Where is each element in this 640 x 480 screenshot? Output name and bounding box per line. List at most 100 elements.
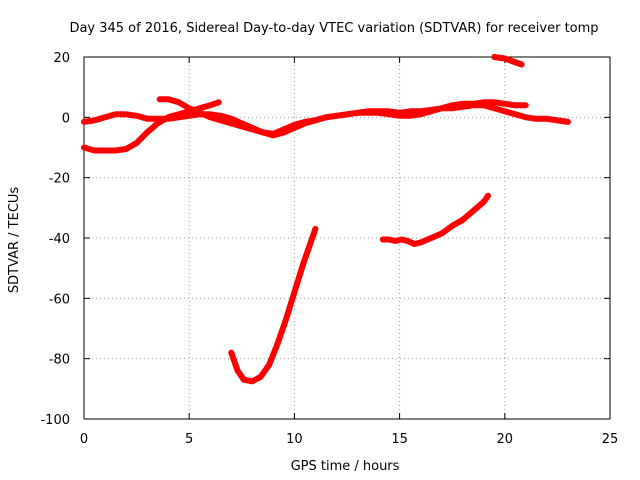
data-point — [270, 132, 276, 139]
y-tick-label: -80 — [49, 353, 70, 368]
data-point — [300, 262, 306, 268]
series-line-arc-4 — [228, 225, 319, 385]
data-point — [523, 114, 529, 120]
data-point — [266, 362, 272, 368]
data-point — [249, 378, 255, 384]
y-tick-label: 20 — [53, 51, 70, 66]
data-point — [302, 120, 308, 126]
data-point — [470, 101, 476, 107]
series-line-arc-6 — [491, 54, 525, 68]
y-tick-label: -100 — [40, 413, 70, 428]
data-point — [405, 238, 411, 244]
data-point — [491, 105, 497, 111]
data-point — [260, 129, 266, 136]
data-point — [365, 110, 371, 116]
data-point — [249, 126, 255, 132]
data-point — [312, 226, 319, 232]
data-point — [380, 236, 386, 243]
data-point — [418, 111, 424, 117]
x-tick-label: 5 — [185, 432, 193, 447]
data-point — [544, 116, 550, 122]
data-point — [512, 102, 518, 108]
data-point — [241, 377, 247, 383]
data-point — [176, 111, 182, 117]
data-point — [155, 120, 161, 126]
data-point — [102, 147, 108, 154]
data-point — [481, 99, 487, 105]
data-point — [565, 119, 571, 125]
series-line-arc-5 — [379, 192, 491, 247]
data-point — [186, 108, 192, 114]
data-point — [308, 238, 314, 244]
data-point — [228, 120, 234, 126]
data-point — [502, 108, 508, 114]
chart-title: Day 345 of 2016, Sidereal Day-to-day VTE… — [69, 21, 598, 36]
x-tick-label: 0 — [80, 432, 88, 447]
data-point — [91, 117, 98, 123]
data-point — [123, 146, 129, 152]
data-point — [554, 117, 561, 123]
data-point — [375, 110, 382, 116]
data-point — [485, 193, 491, 199]
data-point — [207, 114, 213, 120]
data-point — [523, 102, 529, 108]
data-point — [333, 113, 340, 119]
axis-ticks: 0 5 10 15 20 25 -100 -80 -60 -40 -20 0 20 — [40, 51, 618, 447]
y-axis-label: SDTVAR / TECUs — [7, 187, 22, 294]
data-point — [291, 289, 297, 295]
data-point — [239, 123, 245, 129]
data-point — [112, 111, 119, 117]
data-point — [460, 101, 466, 107]
data-point — [439, 105, 445, 111]
data-point — [323, 114, 329, 120]
data-point — [102, 114, 108, 120]
data-point — [312, 117, 319, 123]
data-point — [386, 236, 392, 243]
data-point — [283, 316, 289, 323]
data-point — [428, 235, 434, 241]
data-point — [386, 111, 392, 117]
data-point — [281, 129, 287, 136]
data-point — [460, 217, 466, 223]
data-point — [411, 241, 417, 247]
data-point — [519, 61, 525, 68]
data-point — [91, 147, 98, 154]
data-point — [470, 208, 476, 214]
data-point — [449, 223, 455, 229]
data-point — [144, 116, 150, 122]
data-point — [512, 111, 518, 117]
x-axis-label: GPS time / hours — [291, 459, 400, 474]
data-point — [407, 113, 413, 119]
data-series-group — [81, 54, 571, 385]
data-point — [134, 113, 140, 119]
data-point — [510, 58, 516, 65]
data-point — [502, 101, 508, 107]
data-point — [481, 199, 487, 205]
data-point — [274, 340, 281, 347]
x-tick-label: 20 — [497, 432, 514, 447]
x-tick-label: 15 — [391, 432, 408, 447]
data-point — [228, 350, 234, 356]
data-point — [397, 113, 403, 119]
data-point — [81, 119, 87, 125]
x-tick-label: 25 — [602, 432, 619, 447]
data-point — [144, 129, 150, 136]
data-point — [392, 238, 398, 244]
data-point — [491, 99, 497, 105]
data-point — [439, 230, 445, 237]
y-tick-label: -20 — [49, 172, 70, 187]
y-tick-label: -60 — [49, 292, 70, 307]
data-point — [502, 55, 508, 62]
data-point — [197, 105, 203, 111]
data-point — [176, 99, 182, 105]
data-point — [207, 102, 213, 108]
data-point — [428, 108, 434, 114]
data-point — [157, 96, 163, 102]
data-point — [291, 125, 297, 131]
data-point — [354, 110, 361, 116]
data-point — [218, 117, 224, 123]
data-point — [234, 368, 241, 374]
x-tick-label: 10 — [286, 432, 303, 447]
data-point — [216, 99, 222, 105]
